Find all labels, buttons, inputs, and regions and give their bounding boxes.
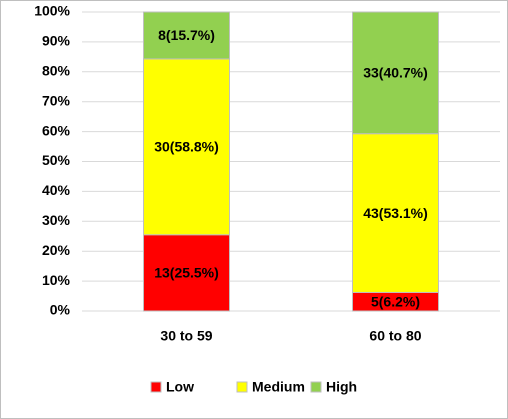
x-tick-label: 30 to 59 [160, 328, 212, 344]
data-label: 8(15.7%) [158, 27, 215, 43]
data-label: 43(53.1%) [363, 205, 428, 221]
legend-label: High [326, 379, 357, 395]
bar-segment [143, 11, 230, 60]
y-tick-label: 100% [34, 3, 70, 19]
legend-swatch [310, 381, 322, 393]
legend-swatch [150, 381, 162, 393]
x-tick-label: 60 to 80 [369, 328, 421, 344]
data-label: 30(58.8%) [154, 139, 219, 155]
y-tick-label: 10% [42, 272, 71, 288]
bar-segment [352, 133, 439, 293]
y-tick-label: 20% [42, 242, 71, 258]
data-label: 33(40.7%) [363, 65, 428, 81]
y-tick-label: 50% [42, 152, 71, 168]
y-tick-label: 40% [42, 182, 71, 198]
y-tick-label: 60% [42, 122, 71, 138]
legend-label: Medium [252, 379, 305, 395]
y-tick-label: 90% [42, 33, 71, 49]
y-tick-label: 80% [42, 63, 71, 79]
legend-label: Low [166, 379, 194, 395]
y-tick-label: 30% [42, 212, 71, 228]
legend-swatch [236, 381, 248, 393]
data-label: 5(6.2%) [371, 293, 420, 309]
y-tick-label: 70% [42, 92, 71, 108]
bar-segment [352, 11, 439, 135]
y-tick-label: 0% [50, 302, 71, 318]
data-label: 13(25.5%) [154, 265, 219, 281]
